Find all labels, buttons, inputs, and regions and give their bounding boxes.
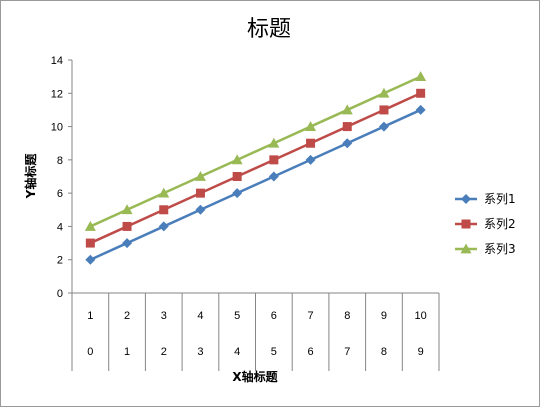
legend-label: 系列2 — [484, 217, 516, 231]
x-tick-label-level2: 3 — [197, 346, 203, 358]
data-point — [122, 221, 132, 231]
legend-item-3: 系列3 — [455, 242, 516, 256]
legend: 系列1 系列2 系列3 — [455, 192, 516, 256]
data-point — [306, 138, 316, 148]
y-tick-label: 4 — [57, 221, 63, 233]
y-axis-title: Y轴标题 — [23, 153, 38, 200]
y-tick-label: 2 — [57, 255, 63, 267]
data-point — [342, 122, 352, 132]
y-tick-label: 8 — [57, 155, 63, 167]
x-tick-label-level1: 3 — [161, 310, 167, 322]
data-point — [268, 171, 279, 182]
data-point — [415, 71, 427, 82]
data-point — [232, 188, 243, 199]
data-point — [415, 104, 426, 115]
x-tick-label-level2: 2 — [161, 346, 167, 358]
data-point — [194, 171, 206, 181]
series-2 — [85, 88, 426, 248]
chart-title: 标题 — [247, 17, 291, 42]
data-point — [159, 205, 169, 215]
y-tick-label: 6 — [57, 188, 63, 200]
legend-swatch-marker — [461, 194, 471, 204]
x-tick-label-level2: 0 — [87, 346, 93, 358]
legend-item-1: 系列1 — [455, 192, 516, 206]
data-point — [305, 154, 316, 165]
data-point — [342, 138, 353, 149]
data-point — [84, 220, 96, 231]
x-tick-label-level1: 6 — [271, 310, 277, 322]
x-tick-label-level2: 1 — [124, 346, 130, 358]
data-point — [378, 87, 390, 98]
data-point — [195, 204, 206, 215]
series-3 — [84, 71, 427, 231]
x-tick-label-level1: 7 — [307, 310, 313, 322]
x-tick-label-level2: 6 — [307, 346, 313, 358]
x-tick-label-level1: 5 — [234, 310, 240, 322]
x-tick-label-level1: 2 — [124, 310, 130, 322]
legend-item-2: 系列2 — [455, 217, 516, 231]
data-point — [269, 155, 279, 165]
data-point — [85, 238, 95, 248]
y-tick-label: 12 — [51, 88, 63, 100]
legend-swatch-marker — [461, 219, 471, 229]
x-tick-label-level1: 1 — [87, 310, 93, 322]
legend-label: 系列1 — [484, 192, 516, 206]
data-point — [121, 204, 133, 215]
legend-swatch-marker — [460, 243, 472, 254]
x-tick-label-level2: 4 — [234, 346, 240, 358]
data-point — [85, 254, 96, 265]
data-point — [122, 238, 133, 249]
data-point — [341, 104, 353, 115]
x-axis-title: X轴标题 — [232, 369, 278, 384]
x-tick-label-level2: 8 — [381, 346, 387, 358]
x-tick-label-level1: 9 — [381, 310, 387, 322]
data-point — [268, 137, 280, 148]
y-tick-label: 10 — [51, 122, 63, 134]
x-tick-label-level1: 8 — [344, 310, 350, 322]
series-line — [89, 92, 422, 245]
data-point — [232, 172, 242, 181]
data-point — [158, 221, 169, 232]
y-tick-label: 14 — [51, 55, 63, 67]
x-tick-label-level2: 5 — [271, 346, 277, 358]
data-point — [305, 121, 317, 131]
data-point — [231, 154, 243, 165]
data-point — [158, 187, 170, 198]
series-1 — [85, 104, 426, 265]
series-line — [89, 108, 422, 261]
series-layer — [84, 71, 427, 265]
x-tick-label-level2: 9 — [418, 346, 424, 358]
x-tick-label-level1: 10 — [415, 310, 427, 322]
legend-label: 系列3 — [484, 242, 516, 256]
data-point — [195, 188, 205, 198]
data-point — [378, 121, 389, 132]
data-point — [416, 88, 426, 98]
y-tick-label: 0 — [57, 288, 63, 300]
x-tick-label-level2: 7 — [344, 346, 350, 358]
x-tick-label-level1: 4 — [197, 310, 203, 322]
series-line — [89, 75, 422, 228]
data-point — [379, 105, 389, 115]
